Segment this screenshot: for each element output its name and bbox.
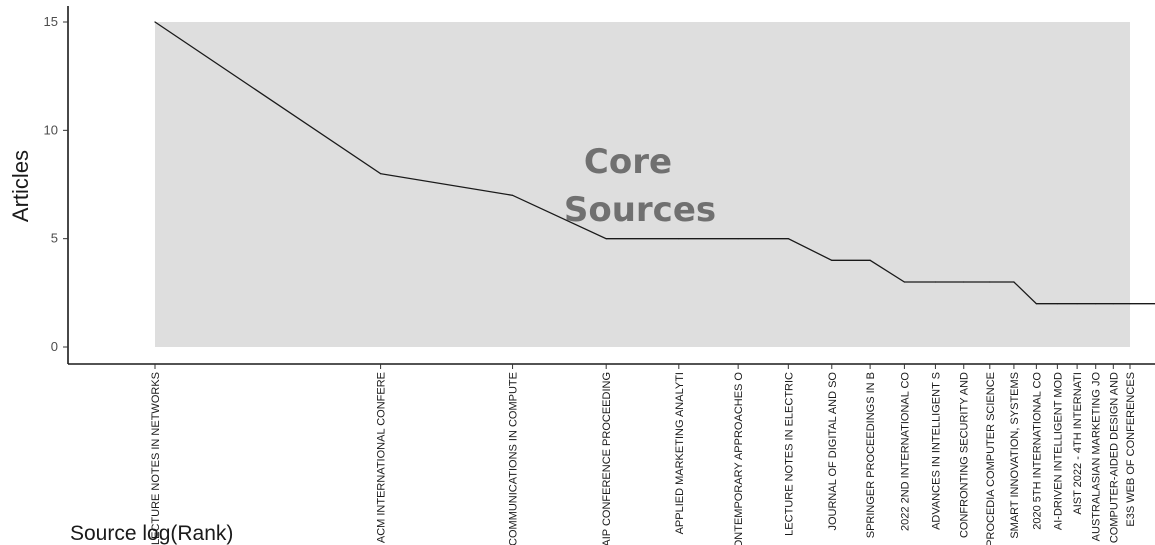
x-tick-label: PROCEDIA COMPUTER SCIENCE [985,372,997,545]
y-tick-label: 15 [44,14,58,29]
data-point [605,238,607,240]
data-point [1076,303,1078,305]
x-tick-label: CONFRONTING SECURITY AND [959,372,971,538]
x-tick-label: AIST 2022 - 4TH INTERNATI [1072,372,1084,515]
data-point [1129,303,1131,305]
data-point [869,259,871,261]
data-point [379,173,382,175]
data-point [678,238,680,240]
data-point [903,281,906,283]
core-sources-region [155,22,1130,347]
data-point [1112,303,1114,305]
data-point [934,281,937,283]
data-point [1035,303,1037,305]
data-point [737,238,739,240]
x-tick-label: AUSTRALASIAN MARKETING JO [1091,372,1103,542]
data-point [1095,303,1097,305]
y-tick-label: 5 [51,231,58,246]
data-point [787,238,789,240]
y-tick-label: 0 [51,339,58,354]
x-tick-label: E3S WEB OF CONFERENCES [1125,372,1137,527]
x-tick-label: SPRINGER PROCEEDINGS IN B [865,372,877,538]
core-label-line-1: Core [584,142,672,182]
x-tick-label: AIP CONFERENCE PROCEEDING [601,372,613,545]
x-tick-label: ADVANCES IN INTELLIGENT S [930,372,942,530]
x-tick-label: ACM INTERNATIONAL CONFERE [376,372,388,543]
x-tick-label: COMMUNICATIONS IN COMPUTE [508,372,520,545]
x-tick-label: COMPUTER-AIDED DESIGN AND [1108,372,1120,543]
x-tick-label: AI-DRIVEN INTELLIGENT MOD [1052,372,1064,530]
x-tick-label: JOURNAL OF DIGITAL AND SO [827,372,839,531]
x-tick-label: 2020 5TH INTERNATIONAL CO [1031,372,1043,530]
x-tick-label: APPLIED MARKETING ANALYTI [674,372,686,534]
data-point [1013,281,1015,283]
x-tick-label: LECTURE NOTES IN NETWORKS [150,372,162,545]
y-tick-label: 10 [44,122,58,137]
y-axis-label: Articles [8,150,33,222]
x-tick-label: CONTEMPORARY APPROACHES O [733,372,745,545]
data-point [989,281,991,283]
x-axis-label: Source log(Rank) [70,522,233,545]
x-tick-label: LECTURE NOTES IN ELECTRIC [783,372,795,536]
data-point [511,194,514,196]
x-tick-label: 2022 2ND INTERNATIONAL CO [899,372,911,531]
data-point [1056,303,1058,305]
x-tick-label: SMART INNOVATION, SYSTEMS [1009,372,1021,539]
data-point [831,259,833,261]
data-point [154,21,156,23]
data-point [963,281,965,283]
core-label-line-2: Sources [564,190,716,230]
